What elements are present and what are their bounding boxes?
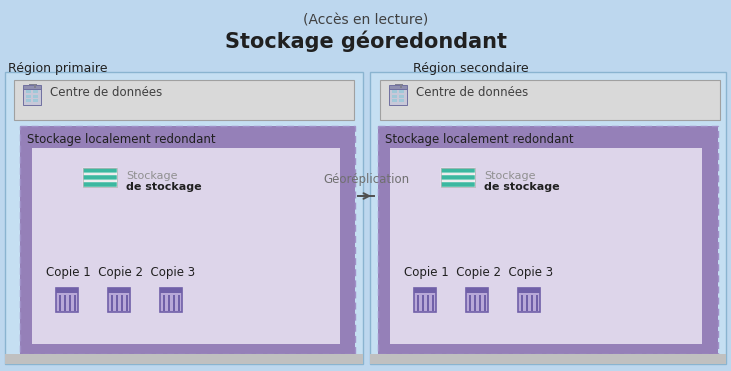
Bar: [26, 95, 31, 98]
Bar: [399, 95, 404, 98]
Bar: [441, 173, 475, 175]
Bar: [34, 84, 36, 88]
Bar: [399, 90, 404, 93]
Bar: [380, 80, 720, 120]
Bar: [83, 175, 117, 180]
Bar: [427, 295, 429, 311]
Bar: [33, 95, 38, 98]
Bar: [29, 84, 37, 85]
Bar: [521, 295, 523, 311]
Text: Géoréplication: Géoréplication: [323, 173, 409, 186]
Bar: [14, 80, 354, 120]
Bar: [20, 126, 355, 354]
Bar: [111, 295, 113, 311]
Text: Région primaire: Région primaire: [8, 62, 107, 75]
Bar: [417, 295, 419, 311]
Bar: [178, 295, 180, 311]
Bar: [69, 295, 71, 311]
Bar: [466, 288, 488, 312]
Bar: [5, 72, 363, 364]
Bar: [168, 295, 170, 311]
Bar: [23, 85, 41, 89]
Bar: [83, 168, 117, 187]
Text: de stockage: de stockage: [484, 182, 560, 192]
Bar: [173, 295, 175, 311]
Bar: [116, 295, 118, 311]
Text: Copie 1  Copie 2  Copie 3: Copie 1 Copie 2 Copie 3: [46, 266, 195, 279]
Bar: [378, 126, 718, 354]
Bar: [121, 295, 123, 311]
Bar: [536, 295, 538, 311]
Text: Stockage géoredondant: Stockage géoredondant: [225, 30, 507, 52]
Bar: [441, 168, 475, 187]
Bar: [370, 354, 726, 364]
Bar: [422, 295, 424, 311]
Bar: [432, 295, 434, 311]
Bar: [479, 295, 481, 311]
Bar: [400, 84, 402, 88]
Bar: [370, 72, 726, 364]
Bar: [474, 295, 476, 311]
Bar: [414, 288, 436, 312]
Bar: [469, 295, 471, 311]
Bar: [32, 148, 340, 344]
Bar: [518, 288, 540, 293]
Text: Région secondaire: Région secondaire: [413, 62, 529, 75]
Bar: [160, 288, 182, 293]
Bar: [441, 182, 475, 187]
Bar: [526, 295, 528, 311]
Bar: [74, 295, 76, 311]
Bar: [59, 295, 61, 311]
Bar: [531, 295, 533, 311]
Bar: [20, 126, 355, 354]
Bar: [414, 288, 436, 293]
Text: Centre de données: Centre de données: [50, 86, 162, 99]
Bar: [390, 148, 702, 344]
Bar: [26, 99, 31, 102]
Bar: [83, 168, 117, 173]
Bar: [389, 85, 407, 89]
Bar: [5, 354, 363, 364]
Bar: [163, 295, 165, 311]
Text: Stockage localement redondant: Stockage localement redondant: [385, 133, 574, 146]
Bar: [83, 182, 117, 187]
Bar: [441, 180, 475, 182]
Bar: [56, 288, 78, 312]
Bar: [64, 295, 66, 311]
Bar: [83, 173, 117, 175]
Bar: [389, 88, 407, 105]
Text: de stockage: de stockage: [126, 182, 202, 192]
Bar: [392, 90, 397, 93]
Bar: [399, 99, 404, 102]
Bar: [26, 90, 31, 93]
Bar: [441, 175, 475, 180]
Text: Centre de données: Centre de données: [416, 86, 529, 99]
Text: (Accès en lecture): (Accès en lecture): [303, 14, 428, 28]
Bar: [466, 288, 488, 293]
Bar: [33, 99, 38, 102]
Text: Stockage: Stockage: [126, 171, 178, 181]
Bar: [392, 99, 397, 102]
Bar: [441, 168, 475, 173]
Bar: [518, 288, 540, 312]
Bar: [484, 295, 486, 311]
Bar: [108, 288, 130, 312]
Bar: [126, 295, 128, 311]
Text: Stockage: Stockage: [484, 171, 536, 181]
Bar: [108, 288, 130, 293]
Bar: [56, 288, 78, 293]
Bar: [395, 84, 403, 85]
Bar: [160, 288, 182, 312]
Bar: [392, 95, 397, 98]
Bar: [23, 88, 41, 105]
Bar: [378, 126, 718, 354]
Bar: [83, 180, 117, 182]
Text: Copie 1  Copie 2  Copie 3: Copie 1 Copie 2 Copie 3: [404, 266, 553, 279]
Bar: [33, 90, 38, 93]
Text: Stockage localement redondant: Stockage localement redondant: [27, 133, 216, 146]
